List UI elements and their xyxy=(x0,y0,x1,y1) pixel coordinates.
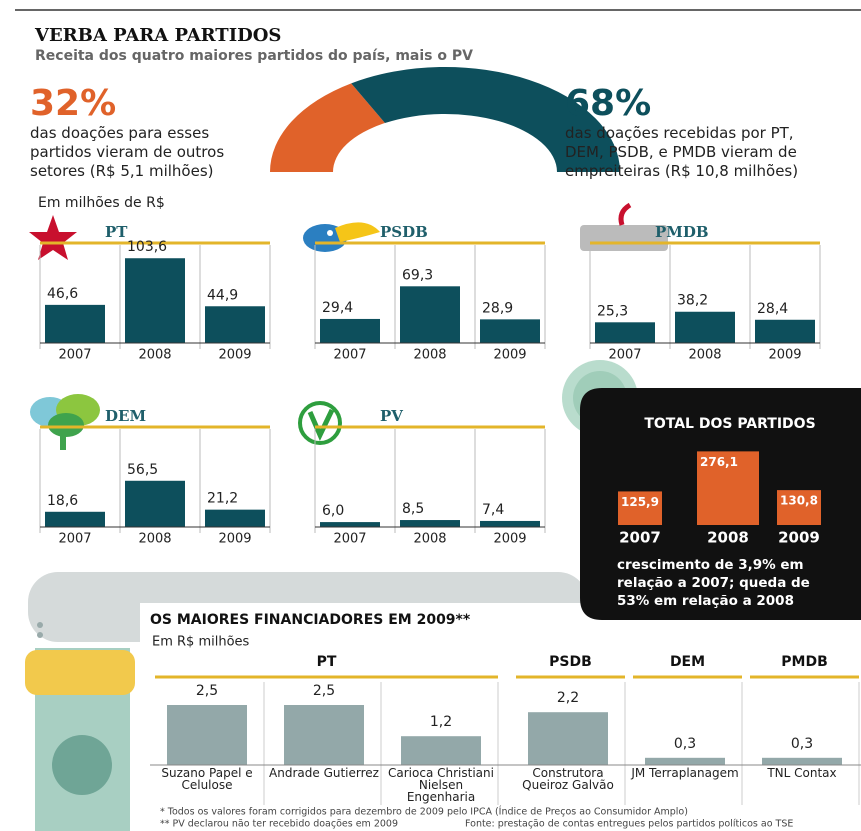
bar xyxy=(205,510,265,527)
value-label: 2,5 xyxy=(313,683,335,699)
bar xyxy=(675,312,735,343)
value-label: 44,9 xyxy=(207,287,238,303)
pipe-bolt xyxy=(37,632,43,638)
panel-title: DEM xyxy=(105,407,146,425)
x-tick-label: 2008 xyxy=(707,529,749,547)
x-tick-label: 2009 xyxy=(218,532,251,547)
value-label: 25,3 xyxy=(597,303,628,319)
bar xyxy=(284,705,364,765)
unit-label: Em milhões de R$ xyxy=(38,195,165,211)
bar xyxy=(320,319,380,343)
x-tick-label: Suzano Papel e Celulose xyxy=(152,767,262,791)
x-tick-label: 2008 xyxy=(413,532,446,547)
hand xyxy=(25,650,135,695)
value-label: 0,3 xyxy=(791,736,813,752)
value-label: 1,2 xyxy=(430,714,452,730)
bar xyxy=(480,319,540,343)
value-label: 8,5 xyxy=(402,501,424,517)
value-label: 29,4 xyxy=(322,300,353,316)
total-note: crescimento de 3,9% em relação a 2007; q… xyxy=(617,556,842,610)
value-label: 2,5 xyxy=(196,683,218,699)
x-tick-label: 2007 xyxy=(333,348,366,363)
value-label: 46,6 xyxy=(47,286,78,302)
subtitle: Receita dos quatro maiores partidos do p… xyxy=(35,48,473,64)
value-label: 56,5 xyxy=(127,462,158,478)
banknote-coin xyxy=(52,735,112,795)
value-label: 38,2 xyxy=(677,293,708,309)
x-tick-label: 2007 xyxy=(58,532,91,547)
bar xyxy=(45,512,105,527)
bar xyxy=(400,520,460,527)
x-tick-label: 2007 xyxy=(333,532,366,547)
group-label: DEM xyxy=(670,654,705,670)
x-tick-label: 2007 xyxy=(619,529,661,547)
donut-description: das doações para esses partidos vieram d… xyxy=(30,124,260,181)
source: Fonte: prestação de contas entregues pel… xyxy=(465,819,793,830)
panel-title: PMDB xyxy=(655,223,709,241)
value-label: 103,6 xyxy=(127,239,167,255)
panel-subtitle: Em R$ milhões xyxy=(152,635,250,650)
bar xyxy=(45,305,105,343)
bar xyxy=(595,322,655,343)
x-tick-label: 2007 xyxy=(58,348,91,363)
panel-title: OS MAIORES FINANCIADORES EM 2009** xyxy=(150,612,471,628)
value-label: 276,1 xyxy=(700,455,738,469)
title: VERBA PARA PARTIDOS xyxy=(34,25,281,46)
footnote: * Todos os valores foram corrigidos para… xyxy=(160,806,688,818)
x-tick-label: 2008 xyxy=(138,532,171,547)
bar xyxy=(125,481,185,527)
x-tick-label: Construtora Queiroz Galvão xyxy=(513,767,623,791)
group-label: PT xyxy=(317,654,337,670)
x-tick-label: 2008 xyxy=(413,348,446,363)
x-tick-label: JM Terraplanagem xyxy=(630,767,740,779)
bar xyxy=(320,522,380,527)
group-label: PMDB xyxy=(781,654,827,670)
value-label: 2,2 xyxy=(557,690,579,706)
bar xyxy=(528,712,608,765)
x-tick-label: Carioca Christiani Nielsen Engenharia xyxy=(386,767,496,803)
x-tick-label: 2009 xyxy=(768,348,801,363)
bar xyxy=(645,758,725,765)
x-tick-label: 2009 xyxy=(493,532,526,547)
infographic: VERBA PARA PARTIDOS Receita dos quatro m… xyxy=(0,0,861,831)
bar xyxy=(480,521,540,527)
x-tick-label: 2009 xyxy=(778,529,820,547)
x-tick-label: TNL Contax xyxy=(747,767,857,779)
panel-title: PV xyxy=(380,407,403,425)
value-label: 21,2 xyxy=(207,491,238,507)
x-tick-label: Andrade Gutierrez xyxy=(269,767,379,779)
x-tick-label: 2009 xyxy=(493,348,526,363)
bar xyxy=(125,258,185,343)
bar xyxy=(167,705,247,765)
value-label: 28,9 xyxy=(482,300,513,316)
value-label: 69,3 xyxy=(402,267,433,283)
pv-logo xyxy=(300,403,340,443)
value-label: 18,6 xyxy=(47,493,78,509)
value-label: 0,3 xyxy=(674,736,696,752)
value-label: 125,9 xyxy=(621,495,659,509)
value-label: 28,4 xyxy=(757,301,788,317)
bar xyxy=(205,306,265,343)
x-tick-label: 2008 xyxy=(138,348,171,363)
donut-value-label: 32% xyxy=(30,83,116,124)
footnote: ** PV declarou não ter recebido doações … xyxy=(160,819,398,830)
value-label: 7,4 xyxy=(482,502,504,518)
group-label: PSDB xyxy=(549,654,592,670)
panel-title: PT xyxy=(105,223,128,241)
donut-description: das doações recebidas por PT, DEM, PSDB,… xyxy=(565,124,835,181)
value-label: 6,0 xyxy=(322,503,344,519)
bar xyxy=(762,758,842,765)
x-tick-label: 2007 xyxy=(608,348,641,363)
bar xyxy=(755,320,815,343)
donut-value-label: 68% xyxy=(565,83,651,124)
x-tick-label: 2008 xyxy=(688,348,721,363)
bar xyxy=(401,736,481,765)
x-tick-label: 2009 xyxy=(218,348,251,363)
pt-logo xyxy=(29,215,77,260)
value-label: 130,8 xyxy=(780,494,818,508)
panel-title: TOTAL DOS PARTIDOS xyxy=(644,416,815,432)
panel-title: PSDB xyxy=(380,223,428,241)
bar xyxy=(400,286,460,343)
pipe-bolt xyxy=(37,622,43,628)
